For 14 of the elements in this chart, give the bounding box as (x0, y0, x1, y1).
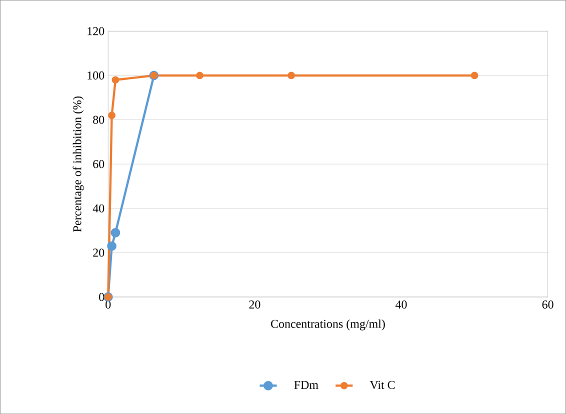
legend-label: FDm (294, 380, 318, 389)
y-tick-label: 100 (88, 71, 104, 80)
x-tick-label: 60 (542, 300, 554, 309)
x-tick-label: 40 (395, 300, 407, 309)
y-tick-label: 20 (93, 248, 104, 257)
y-axis-title: Percentage of inhibition (%) (72, 96, 84, 232)
x-axis-title: Concentrations (mg/ml) (271, 319, 385, 330)
x-tick-label: 20 (249, 300, 260, 309)
y-tick-label: 120 (88, 27, 104, 36)
legend-label: Vit C (370, 380, 395, 389)
y-tick-label: 60 (93, 160, 104, 168)
y-tick-label: 0 (99, 292, 104, 301)
y-tick-label: 80 (93, 116, 104, 124)
y-tick-label: 40 (92, 204, 104, 212)
